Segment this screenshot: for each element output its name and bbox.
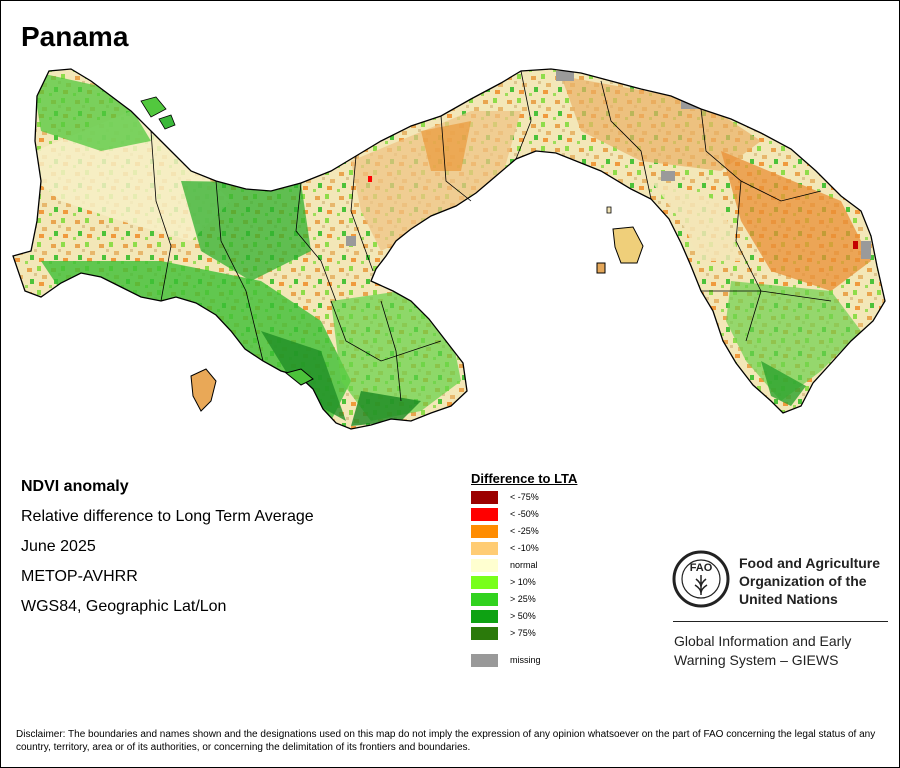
legend-swatch-1 [471,508,498,521]
legend-label-3: < -10% [510,543,539,553]
legend-label-5: > 10% [510,577,536,587]
giews-line-2: Warning System – GIEWS [674,652,839,668]
legend-swatch-9 [471,654,498,667]
org-name-line-1: Food and Agriculture [739,555,881,571]
legend-swatch-5 [471,576,498,589]
legend-label-6: > 25% [510,594,536,604]
info-line-1: NDVI anomaly [21,478,129,495]
legend-swatch-3 [471,542,498,555]
legend-label-0: < -75% [510,492,539,502]
legend-label-9: missing [510,655,541,665]
org-name-line-3: United Nations [739,591,838,607]
islands [140,96,644,412]
legend-label-7: > 50% [510,611,536,621]
legend-label-1: < -50% [510,509,539,519]
vegetation-anomaly-layer [13,69,885,429]
logo-text: FAO [690,562,713,574]
info-line-4: METOP-AVHRR [21,568,138,585]
info-line-2: Relative difference to Long Term Average [21,508,314,525]
disclaimer: Disclaimer: The boundaries and names sho… [16,729,876,753]
info-line-5: WGS84, Geographic Lat/Lon [21,598,227,615]
legend-label-2: < -25% [510,526,539,536]
legend-swatch-6 [471,593,498,606]
fao-logo: FAO [672,550,730,608]
org-divider [673,621,888,622]
giews-line-1: Global Information and Early [674,633,852,649]
legend-title: Difference to LTA [471,471,578,486]
legend-swatch-7 [471,610,498,623]
legend-label-4: normal [510,560,538,570]
legend-swatch-0 [471,491,498,504]
map-title: Panama [21,21,129,52]
ndvi-anomaly-map [12,68,886,430]
legend-swatch-4 [471,559,498,572]
legend-label-8: > 75% [510,628,536,638]
province-boundaries [150,70,832,402]
legend-swatch-2 [471,525,498,538]
legend-swatch-8 [471,627,498,640]
info-line-3: June 2025 [21,538,96,555]
org-name-line-2: Organization of the [739,573,867,589]
